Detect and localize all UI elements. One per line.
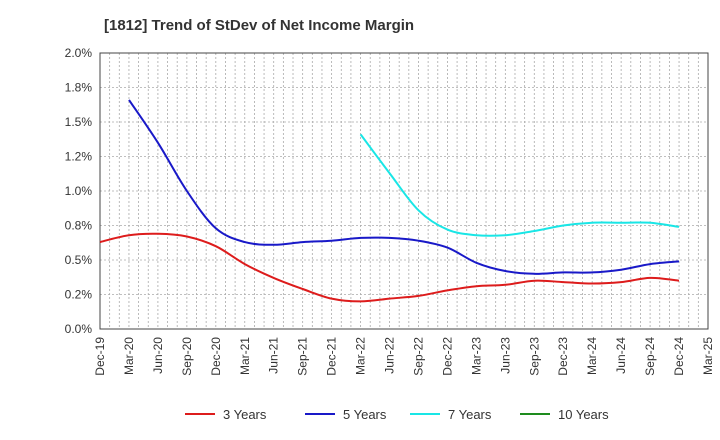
x-tick-label: Jun-22 (383, 337, 397, 374)
x-tick-label: Dec-19 (93, 337, 107, 376)
series-line-5-years (128, 99, 680, 275)
x-tick-label: Sep-24 (643, 337, 657, 376)
x-tick-label: Mar-25 (701, 337, 715, 375)
x-tick-label: Mar-21 (238, 337, 252, 375)
series-line-3-years (99, 232, 680, 303)
x-tick-label: Sep-23 (527, 337, 541, 376)
plot-area (99, 52, 709, 330)
y-tick-label: 1.2% (65, 150, 93, 164)
legend: 3 Years 5 Years 7 Years 10 Years (185, 407, 609, 422)
legend-label: 10 Years (558, 407, 609, 422)
x-axis: Dec-19 Mar-20 Jun-20 Sep-20 Dec-20 Mar-21 Jun-… (93, 337, 715, 376)
y-tick-label: 1.5% (65, 115, 93, 129)
series-line-7-years (359, 133, 680, 237)
y-tick-label: 1.8% (65, 81, 93, 95)
x-tick-label: Dec-22 (440, 337, 454, 376)
chart-title: [1812] Trend of StDev of Net Income Marg… (104, 17, 414, 34)
y-tick-label: 0.8% (65, 219, 93, 233)
x-tick-label: Mar-20 (122, 337, 136, 375)
legend-label: 3 Years (223, 407, 267, 422)
x-tick-label: Mar-22 (354, 337, 368, 375)
x-tick-label: Dec-21 (325, 337, 339, 376)
y-axis: 0.0% 0.2% 0.5% 0.8% 1.0% 1.2% 1.5% 1.8% 2.0% (65, 46, 93, 336)
x-tick-label: Dec-24 (672, 337, 686, 376)
grid (100, 53, 708, 329)
x-tick-label: Mar-23 (469, 337, 483, 375)
y-tick-label: 1.0% (65, 184, 93, 198)
legend-label: 5 Years (343, 407, 387, 422)
x-tick-label: Sep-20 (180, 337, 194, 376)
x-tick-label: Jun-20 (151, 337, 165, 374)
x-tick-label: Dec-20 (209, 337, 223, 376)
y-tick-label: 0.2% (65, 288, 93, 302)
x-tick-label: Jun-23 (498, 337, 512, 374)
x-tick-label: Sep-22 (411, 337, 425, 376)
legend-label: 7 Years (448, 407, 492, 422)
x-tick-label: Jun-21 (267, 337, 281, 374)
x-tick-label: Sep-21 (296, 337, 310, 376)
y-tick-label: 0.0% (65, 322, 93, 336)
x-tick-label: Dec-23 (556, 337, 570, 376)
series-lines (99, 99, 680, 303)
y-tick-label: 2.0% (65, 46, 93, 60)
x-tick-label: Mar-24 (585, 337, 599, 375)
x-tick-label: Jun-24 (614, 337, 628, 374)
y-tick-label: 0.5% (65, 253, 93, 267)
